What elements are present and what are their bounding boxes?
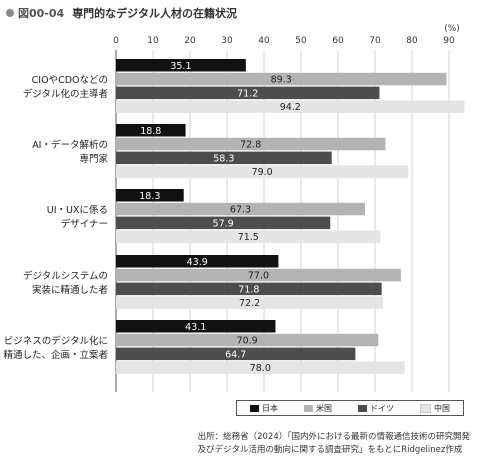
bar <box>116 165 409 178</box>
x-tick-label: 50 <box>295 36 307 46</box>
legend-item: 日本 <box>250 403 278 414</box>
x-tick-label: 30 <box>221 36 233 46</box>
bar <box>116 296 384 309</box>
data-label: 71.2 <box>237 88 258 99</box>
chart-title: 専門的なデジタル人材の在籍状況 <box>72 7 237 20</box>
bar <box>116 72 447 86</box>
legend-label: ドイツ <box>370 403 394 413</box>
data-label: 18.8 <box>140 126 161 137</box>
chart-legend: 日本 米国 ドイツ 中国 <box>236 400 464 416</box>
data-label: 57.9 <box>213 218 234 229</box>
data-label: 70.9 <box>237 336 258 347</box>
x-tick-label: 20 <box>184 36 196 46</box>
legend-label: 中国 <box>434 403 450 413</box>
x-tick-label: 0 <box>113 36 119 46</box>
bar <box>116 268 401 282</box>
source-note: 出所：総務省（2024）「国内外における最新の情報通信技術の研究開発 及びデジタ… <box>198 431 470 457</box>
figure-header: 図00-04 専門的なデジタル人材の在籍状況 <box>6 6 237 20</box>
bar <box>116 151 332 165</box>
category-label: 専門家 <box>79 153 108 165</box>
bar <box>116 189 184 202</box>
data-label: 89.3 <box>271 75 292 86</box>
bar <box>116 333 379 347</box>
data-label: 67.3 <box>230 205 251 216</box>
bar <box>116 86 380 100</box>
bar <box>116 230 381 243</box>
legend-item: 中国 <box>420 403 450 414</box>
bar <box>116 320 276 333</box>
bar <box>116 202 366 216</box>
unit-label: (%) <box>444 24 460 34</box>
bar <box>116 124 186 137</box>
bar-chart: 0 10 20 30 40 50 60 70 80 90 (%) 35.1 89.3 71.2 94.2 CI… <box>3 24 465 392</box>
x-tick-label: 90 <box>443 36 455 46</box>
bullet-dot-icon <box>6 9 14 17</box>
x-tick-label: 80 <box>406 36 418 46</box>
bar <box>116 216 331 230</box>
legend-item: ドイツ <box>358 403 394 414</box>
bar <box>116 347 356 361</box>
data-label: 72.8 <box>240 140 261 151</box>
category-label: デジタル化の主導者 <box>23 88 108 100</box>
legend-label: 日本 <box>262 403 278 413</box>
x-tick-label: 70 <box>369 36 381 46</box>
data-label: 71.8 <box>238 284 259 295</box>
bar <box>116 282 382 296</box>
figure-number: 図00-04 <box>18 7 65 20</box>
category-label: 実装に精通した者 <box>32 284 108 296</box>
x-tick-label: 60 <box>332 36 344 46</box>
x-tick-label: 10 <box>147 36 159 46</box>
data-label: 43.1 <box>185 322 206 333</box>
data-label: 35.1 <box>170 61 191 72</box>
bar <box>116 255 279 268</box>
data-label: 64.7 <box>225 349 246 360</box>
x-tick-label: 40 <box>258 36 270 46</box>
category-label: UI・UXに係る <box>47 205 108 216</box>
data-label: 77.0 <box>248 271 269 282</box>
legend-swatch <box>304 404 313 412</box>
data-label: 78.0 <box>250 363 271 374</box>
data-label: 18.3 <box>139 191 160 202</box>
source-line-2: 及びデジタル活用の動向に関する調査研究」をもとにRidgelinez作成 <box>197 445 463 455</box>
bar <box>116 100 465 113</box>
legend-swatch <box>420 403 431 413</box>
data-label: 58.3 <box>213 153 234 164</box>
legend-item: 米国 <box>304 403 332 414</box>
category-label: ビジネスのデジタル化に <box>4 335 108 347</box>
data-label: 94.2 <box>280 102 301 113</box>
category-label: デジタルシステムの <box>23 270 108 282</box>
bar <box>116 137 386 151</box>
data-label: 71.5 <box>238 232 259 243</box>
bar <box>116 59 246 72</box>
legend-swatch <box>358 404 367 412</box>
legend-label: 米国 <box>316 403 332 413</box>
data-label: 43.9 <box>187 257 208 268</box>
data-label: 79.0 <box>252 167 273 178</box>
legend-swatch <box>250 404 259 412</box>
category-label: 精通した、企画・立案者 <box>3 349 108 361</box>
category-label: デザイナー <box>61 218 108 230</box>
source-line-1: 出所：総務省（2024）「国内外における最新の情報通信技術の研究開発 <box>197 432 470 442</box>
category-label: CIOやCDOなどの <box>32 75 108 86</box>
bar <box>116 361 405 374</box>
category-label: AI・データ解析の <box>32 139 108 151</box>
data-label: 72.2 <box>239 298 260 309</box>
